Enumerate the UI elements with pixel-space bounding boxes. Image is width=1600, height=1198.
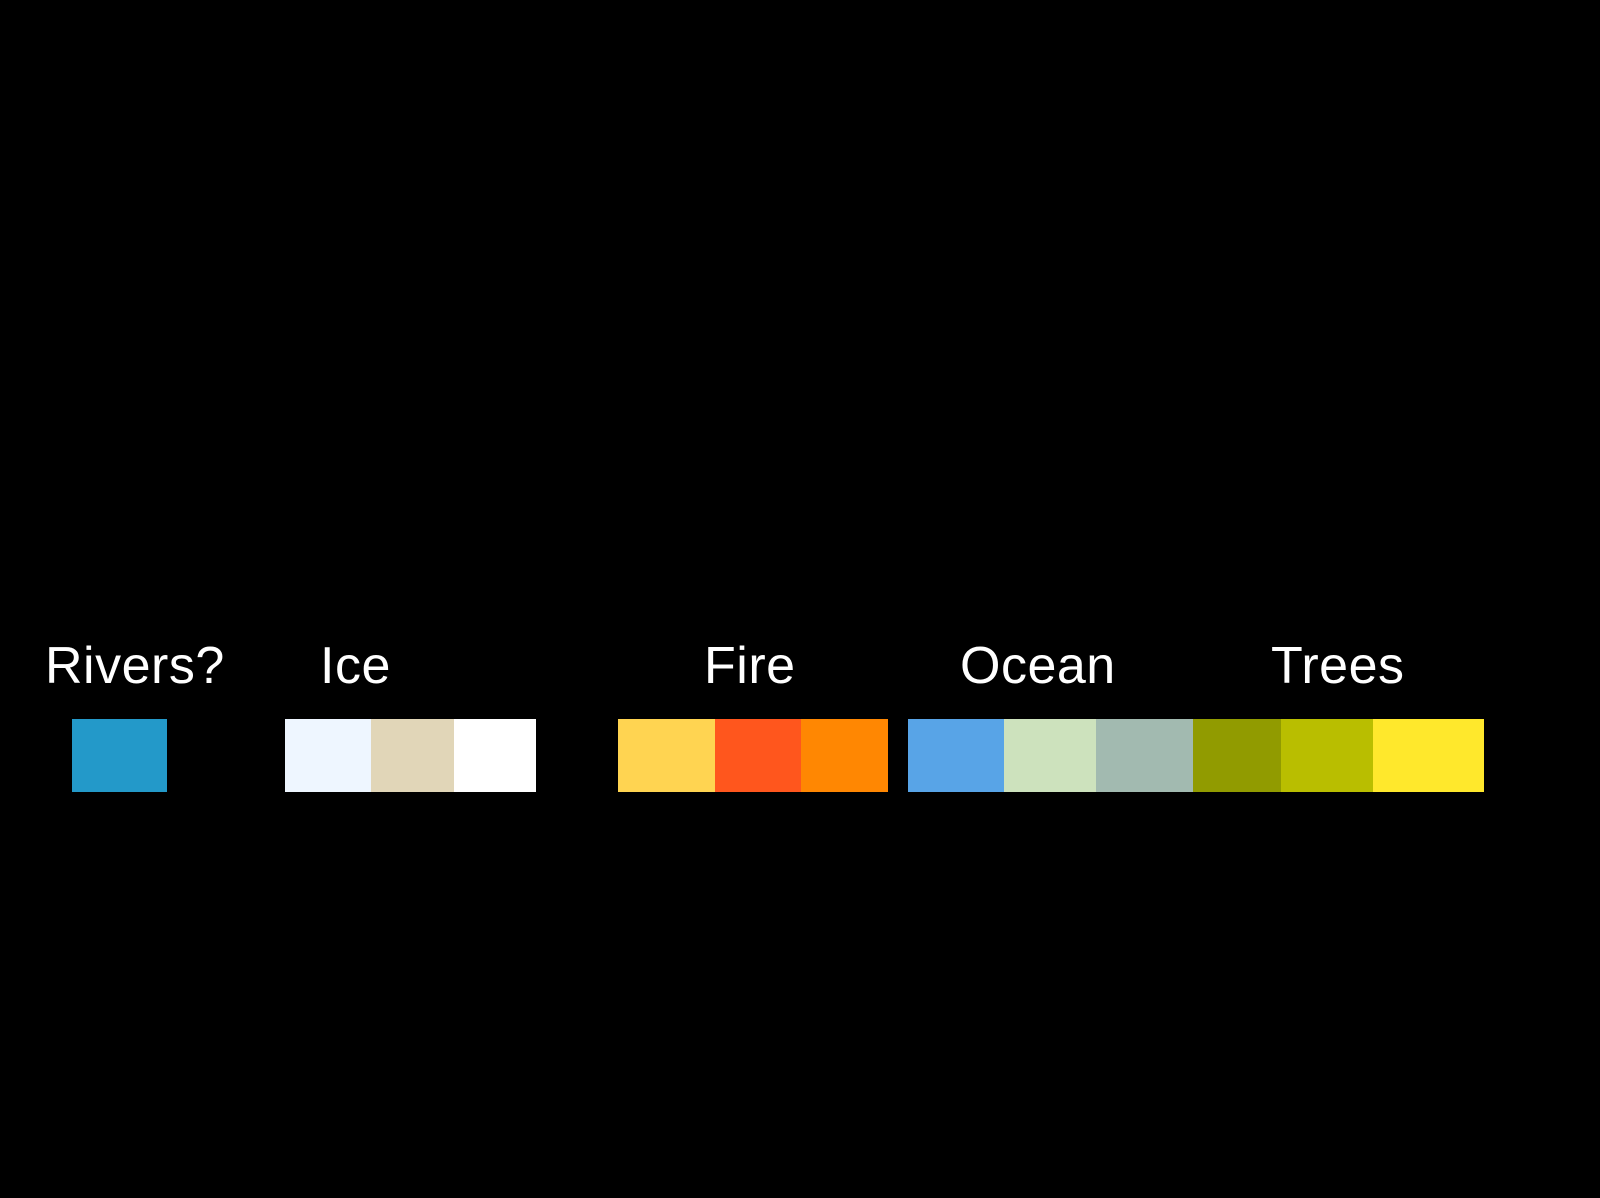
swatch-group-rivers (72, 719, 167, 792)
color-swatch (1096, 719, 1193, 792)
color-swatch (715, 719, 801, 792)
category-label-ocean: Ocean (960, 637, 1116, 695)
color-swatch (72, 719, 167, 792)
color-swatch (801, 719, 888, 792)
category-label-trees: Trees (1271, 637, 1405, 695)
swatch-group-ice (285, 719, 536, 792)
category-label-ice: Ice (320, 637, 391, 695)
color-swatch (908, 719, 1004, 792)
swatch-group-fire (618, 719, 888, 792)
color-swatch (1373, 719, 1484, 792)
color-swatch (285, 719, 371, 792)
color-swatch (371, 719, 454, 792)
color-swatch (1281, 719, 1373, 792)
swatch-group-trees (1193, 719, 1484, 792)
color-swatch (454, 719, 536, 792)
swatch-group-ocean (908, 719, 1193, 792)
category-label-fire: Fire (704, 637, 796, 695)
category-label-rivers: Rivers? (45, 637, 225, 695)
color-swatch (1193, 719, 1281, 792)
color-swatch (618, 719, 715, 792)
color-swatch (1004, 719, 1096, 792)
